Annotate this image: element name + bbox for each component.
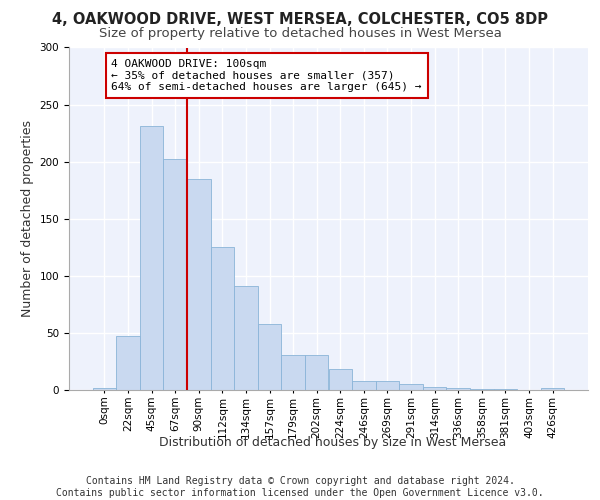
Bar — [258, 324, 281, 390]
Bar — [140, 126, 163, 390]
Text: Size of property relative to detached houses in West Mersea: Size of property relative to detached ho… — [98, 28, 502, 40]
Bar — [234, 286, 258, 390]
Bar — [163, 160, 187, 390]
Bar — [116, 336, 140, 390]
Y-axis label: Number of detached properties: Number of detached properties — [21, 120, 34, 318]
Bar — [211, 248, 234, 390]
Bar — [329, 370, 352, 390]
Text: Contains HM Land Registry data © Crown copyright and database right 2024.
Contai: Contains HM Land Registry data © Crown c… — [56, 476, 544, 498]
Bar — [92, 388, 116, 390]
Bar — [470, 389, 494, 390]
Text: 4, OAKWOOD DRIVE, WEST MERSEA, COLCHESTER, CO5 8DP: 4, OAKWOOD DRIVE, WEST MERSEA, COLCHESTE… — [52, 12, 548, 28]
Bar — [376, 381, 399, 390]
Bar — [541, 388, 565, 390]
Bar — [423, 386, 446, 390]
Bar — [187, 179, 211, 390]
Bar — [352, 381, 376, 390]
Bar — [305, 354, 329, 390]
Text: 4 OAKWOOD DRIVE: 100sqm
← 35% of detached houses are smaller (357)
64% of semi-d: 4 OAKWOOD DRIVE: 100sqm ← 35% of detache… — [112, 59, 422, 92]
Bar — [446, 388, 470, 390]
Bar — [399, 384, 423, 390]
Text: Distribution of detached houses by size in West Mersea: Distribution of detached houses by size … — [160, 436, 506, 449]
Bar — [281, 354, 305, 390]
Bar — [494, 389, 517, 390]
